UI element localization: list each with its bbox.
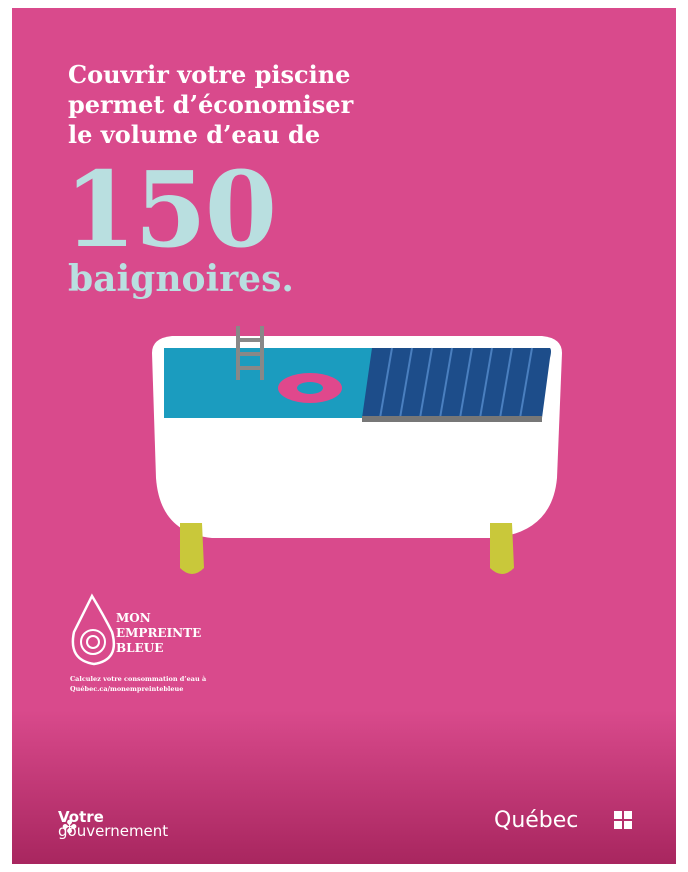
logo-text: EMPREINTE (116, 626, 202, 640)
logo-text: BLEUE (116, 641, 164, 655)
headline-unit: baignoires. (68, 258, 294, 300)
caption: Québec.ca/monempreintebleue (70, 685, 184, 693)
headline-line: Couvrir votre piscine (68, 60, 351, 89)
headline-line: le volume d’eau de (68, 120, 321, 149)
svg-text:✤: ✤ (62, 817, 77, 838)
footer-left: gouvernement (58, 822, 169, 840)
caption: Calculez votre consommation d’eau à (70, 675, 207, 683)
logo-text: MON (116, 611, 151, 625)
footer-left: Votre (58, 808, 104, 826)
illustration: ✤ (62, 326, 632, 838)
headline-line: permet d’économiser (68, 90, 354, 119)
poster: Couvrir votre piscine permet d’économise… (12, 8, 676, 864)
headline-number: 150 (64, 148, 277, 271)
footer-right: Québec (494, 808, 579, 833)
